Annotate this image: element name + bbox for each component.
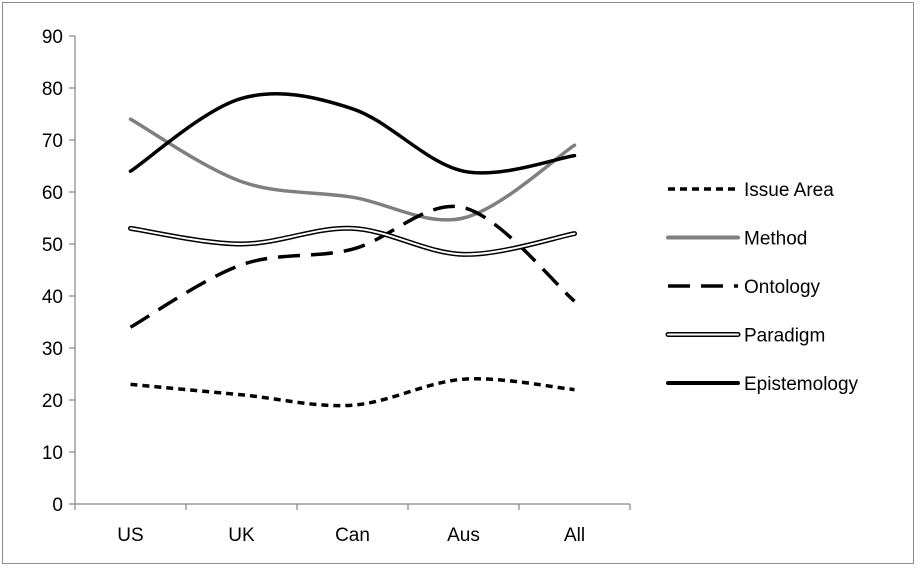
- axes: 0 10 20 30 40 50 60 70 80 90 US UK Can Aus All: [42, 27, 631, 546]
- x-tick-label: UK: [228, 525, 255, 546]
- y-tick-label: 10: [42, 443, 63, 464]
- y-tick-label: 80: [42, 79, 63, 100]
- series-line-epistemology: [128, 92, 577, 175]
- y-tick-label: 0: [52, 495, 63, 516]
- x-tick-label: Can: [335, 525, 370, 546]
- legend: Issue Area Method Ontology Paradigm Epistemo…: [665, 180, 859, 395]
- y-tick-label: 30: [42, 339, 63, 360]
- series-line-issue-area: [130, 377, 575, 408]
- series-line-method: [128, 117, 577, 222]
- x-tick-label: All: [564, 525, 585, 546]
- y-tick-label: 40: [42, 287, 63, 308]
- legend-label: Paradigm: [744, 326, 825, 347]
- legend-item: Method: [666, 229, 807, 250]
- legend-label: Method: [744, 229, 807, 250]
- series-method: [128, 117, 577, 222]
- series-line-paradigm-inner: [129, 227, 576, 256]
- y-tick-label: 60: [42, 183, 63, 204]
- legend-item: Issue Area: [668, 180, 834, 201]
- series-issue-area: [130, 377, 575, 408]
- series-ontology: [129, 204, 576, 329]
- series-layer: [128, 92, 577, 408]
- x-tick-label: US: [117, 525, 143, 546]
- y-tick-label: 50: [42, 235, 63, 256]
- x-tick-label: Aus: [447, 525, 480, 546]
- legend-item: Ontology: [668, 277, 821, 298]
- series-line-ontology: [129, 204, 576, 329]
- legend-label: Ontology: [744, 277, 821, 298]
- y-tick-label: 90: [42, 27, 63, 48]
- y-tick-label: 20: [42, 391, 63, 412]
- series-paradigm: [128, 225, 577, 257]
- legend-item: Paradigm: [665, 326, 825, 347]
- legend-label: Issue Area: [744, 180, 834, 201]
- series-epistemology: [128, 92, 577, 175]
- y-tick-label: 70: [42, 131, 63, 152]
- legend-item: Epistemology: [666, 374, 859, 395]
- legend-label: Epistemology: [744, 374, 859, 395]
